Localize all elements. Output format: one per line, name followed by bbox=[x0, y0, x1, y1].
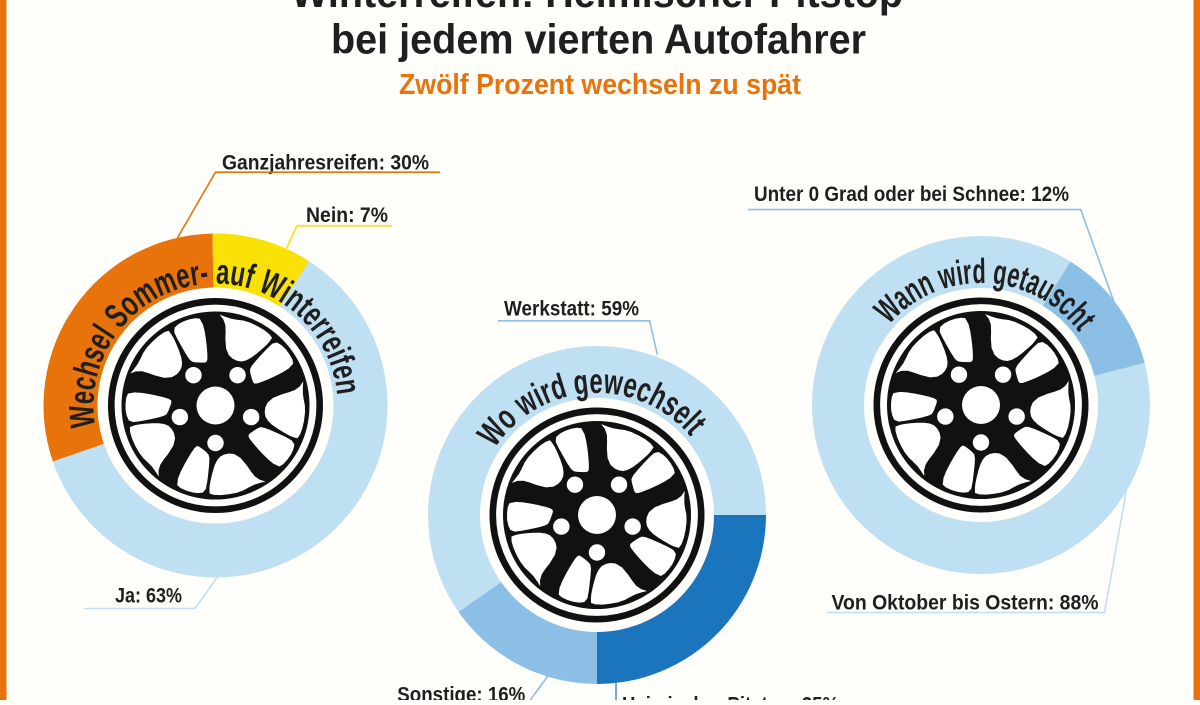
svg-text:Heimischer Pitstop: 25%: Heimischer Pitstop: 25% bbox=[622, 693, 839, 701]
svg-text:Von Oktober bis Ostern: 88%: Von Oktober bis Ostern: 88% bbox=[832, 591, 1099, 615]
svg-text:Werkstatt: 59%: Werkstatt: 59% bbox=[504, 297, 639, 321]
svg-text:Winterreifen: Heimischer Pitst: Winterreifen: Heimischer Pitstop bbox=[291, 0, 903, 16]
svg-text:bei jedem vierten Autofahrer: bei jedem vierten Autofahrer bbox=[331, 16, 866, 63]
svg-text:Unter 0 Grad oder bei Schnee:: Unter 0 Grad oder bei Schnee: 12% bbox=[754, 182, 1069, 206]
svg-text:Ja: 63%: Ja: 63% bbox=[115, 584, 182, 608]
svg-text:Nein: 7%: Nein: 7% bbox=[306, 203, 388, 227]
svg-text:Sonstige: 16%: Sonstige: 16% bbox=[397, 683, 525, 701]
svg-text:Zwölf Prozent wechseln zu spät: Zwölf Prozent wechseln zu spät bbox=[399, 69, 801, 101]
svg-text:Ganzjahresreifen: 30%: Ganzjahresreifen: 30% bbox=[222, 151, 429, 175]
